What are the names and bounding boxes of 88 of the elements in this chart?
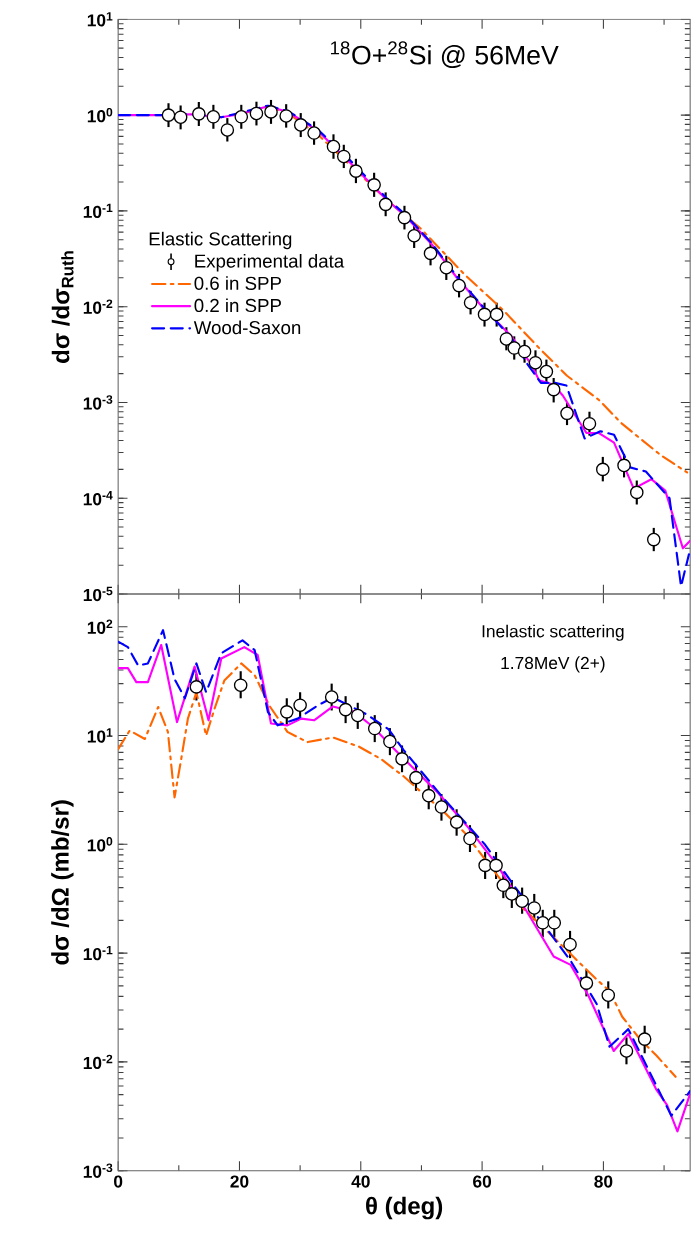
point — [367, 178, 382, 192]
y-tick-label: 10$^{1}$ — [87, 728, 113, 743]
y-tick-label: 10$^{0}$ — [87, 837, 113, 852]
point — [434, 800, 449, 814]
point — [630, 485, 644, 500]
point — [477, 307, 492, 322]
y-tick-label: 10$^{-3}$ — [83, 395, 113, 410]
y-tick-label: 10$^{-5}$ — [83, 586, 113, 602]
point — [189, 680, 204, 694]
x-tick-label: 20 — [230, 1175, 249, 1188]
point — [407, 228, 422, 243]
point — [206, 110, 221, 124]
point — [647, 532, 661, 547]
point — [489, 307, 504, 322]
point — [637, 1032, 652, 1046]
x-tick-label: 0 — [114, 1175, 123, 1188]
legend-label: Wood-Saxon — [193, 320, 301, 335]
y-axis-title: dσ /dΩ (mb/sr) — [51, 800, 74, 965]
point — [422, 788, 436, 803]
point — [337, 149, 351, 164]
point — [617, 458, 631, 473]
point — [489, 858, 503, 873]
point — [546, 382, 561, 397]
point — [528, 355, 543, 370]
legend-label: 0.2 in SPP — [194, 298, 282, 313]
y-tick-label: 10$^{-4}$ — [83, 491, 113, 506]
point — [383, 734, 397, 749]
point — [515, 894, 530, 908]
point — [234, 110, 249, 124]
y-tick-label: 10$^{1}$ — [87, 12, 113, 27]
annotation: 1.78MeV (2+) — [501, 656, 605, 673]
point — [539, 364, 554, 379]
point — [279, 109, 294, 123]
point — [527, 901, 542, 915]
point — [326, 139, 341, 154]
point — [293, 698, 308, 713]
x-tick-label: 80 — [594, 1175, 613, 1188]
y-tick-label: 10$^{-1}$ — [83, 945, 113, 961]
point — [280, 705, 294, 719]
point — [368, 721, 382, 736]
point — [264, 105, 278, 119]
point — [582, 416, 597, 431]
point — [547, 915, 562, 930]
y-tick-label: 10$^{0}$ — [87, 107, 113, 123]
point — [536, 915, 550, 930]
x-axis-title: θ (deg) — [366, 1196, 443, 1220]
point — [324, 690, 339, 704]
x-tick-label: 60 — [473, 1175, 492, 1188]
point — [563, 937, 577, 952]
point — [173, 110, 188, 125]
point — [579, 976, 594, 990]
point — [233, 678, 248, 693]
point — [596, 462, 610, 477]
point — [397, 210, 412, 225]
y-axis-title: dσ /dσ$_{Ruth}$ — [51, 251, 74, 363]
point — [439, 260, 454, 275]
y-tick-label: 10$^{-2}$ — [83, 299, 113, 314]
point — [463, 831, 477, 846]
point — [338, 702, 353, 717]
point — [449, 815, 464, 829]
annotation: Inelastic scattering — [482, 624, 624, 641]
point — [192, 107, 206, 121]
point — [349, 164, 363, 178]
point — [452, 278, 466, 293]
y-tick-label: 10$^{-3}$ — [83, 1163, 113, 1178]
point — [161, 108, 176, 122]
point — [220, 123, 235, 137]
point — [351, 708, 365, 723]
point — [409, 770, 423, 785]
legend-label: Experimental data — [195, 254, 345, 272]
point — [560, 406, 574, 421]
point — [395, 752, 409, 766]
point — [378, 197, 393, 212]
point — [249, 106, 264, 121]
legend-label: 0.6 in SPP — [194, 276, 282, 290]
point — [423, 246, 438, 261]
y-tick-label: 10$^{-1}$ — [83, 203, 113, 219]
point — [307, 126, 321, 140]
x-tick-label: 40 — [351, 1175, 370, 1188]
point — [463, 295, 478, 310]
point — [601, 988, 616, 1003]
point — [294, 118, 308, 132]
y-tick-label: 10$^{-2}$ — [83, 1054, 113, 1070]
legend-title: Elastic Scattering — [149, 231, 292, 250]
y-tick-label: 10$^{2}$ — [87, 619, 113, 634]
point — [619, 1044, 634, 1058]
text: $^{18}$O+$^{28}$Si @ 56MeV — [331, 41, 559, 69]
point — [517, 344, 532, 359]
